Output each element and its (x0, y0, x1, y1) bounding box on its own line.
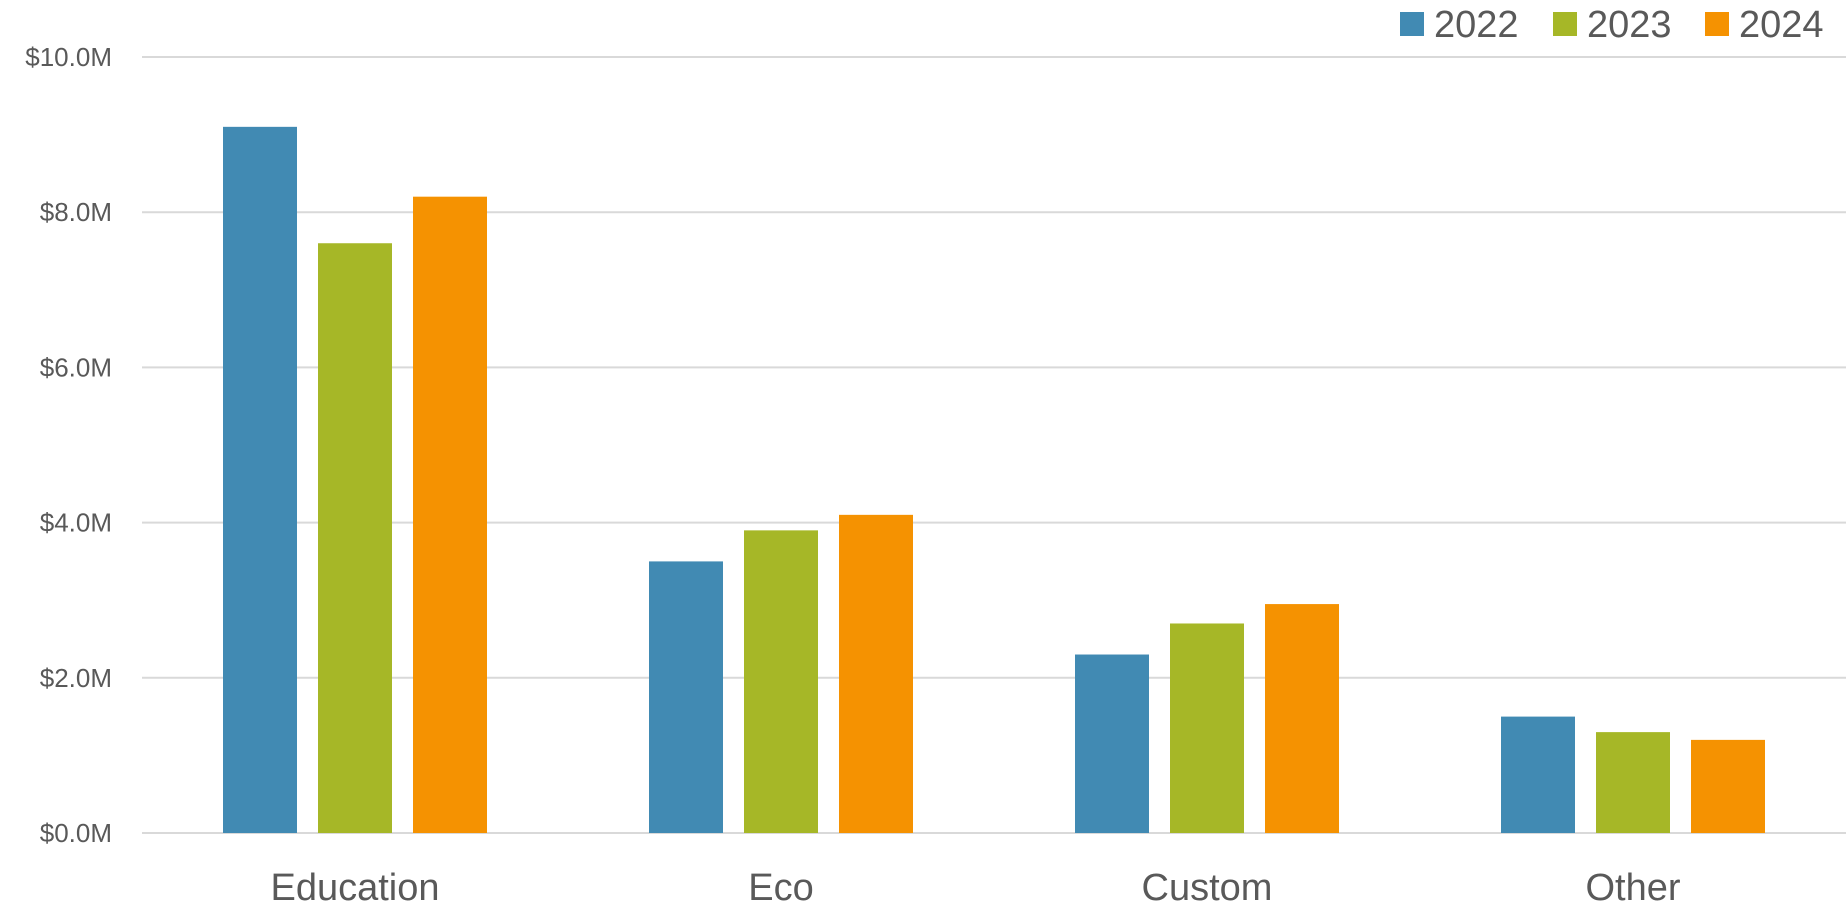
bar-2023-custom (1170, 623, 1244, 833)
bar-2024-eco (839, 514, 913, 833)
bar-2023-other (1596, 732, 1670, 833)
bar-2022-custom (1075, 654, 1149, 833)
bar-2024-custom (1265, 604, 1339, 833)
y-tick-label: $6.0M (40, 352, 112, 382)
category-label-custom: Custom (1142, 867, 1273, 909)
bar-2022-education (223, 126, 297, 834)
gridlines (142, 56, 1846, 834)
y-tick-label: $0.0M (40, 818, 112, 848)
bar-2023-education (318, 243, 392, 834)
y-tick-label: $10.0M (25, 42, 112, 72)
bar-2022-other (1501, 716, 1575, 833)
bar-2022-eco (649, 561, 723, 833)
legend-label-2022: 2022 (1434, 4, 1519, 46)
legend-swatch-2024 (1705, 12, 1729, 36)
bar-2024-education (413, 196, 487, 833)
legend-label-2024: 2024 (1739, 4, 1824, 46)
bar-2023-eco (744, 530, 818, 833)
legend-label-2023: 2023 (1587, 4, 1672, 46)
bar-2024-other (1691, 739, 1765, 833)
legend-swatch-2022 (1400, 12, 1424, 36)
y-axis-tick-labels: $0.0M $2.0M $4.0M $6.0M $8.0M $10.0M (25, 42, 112, 848)
category-label-other: Other (1585, 867, 1680, 909)
y-tick-label: $4.0M (40, 508, 112, 538)
x-axis-category-labels: Education Eco Custom Other (270, 867, 1680, 909)
legend-swatch-2023 (1553, 12, 1577, 36)
y-tick-label: $8.0M (40, 197, 112, 227)
bars (223, 126, 1765, 834)
category-label-education: Education (270, 867, 439, 909)
y-tick-label: $2.0M (40, 663, 112, 693)
legend: 2022 2023 2024 (1400, 4, 1824, 46)
category-label-eco: Eco (748, 867, 813, 909)
